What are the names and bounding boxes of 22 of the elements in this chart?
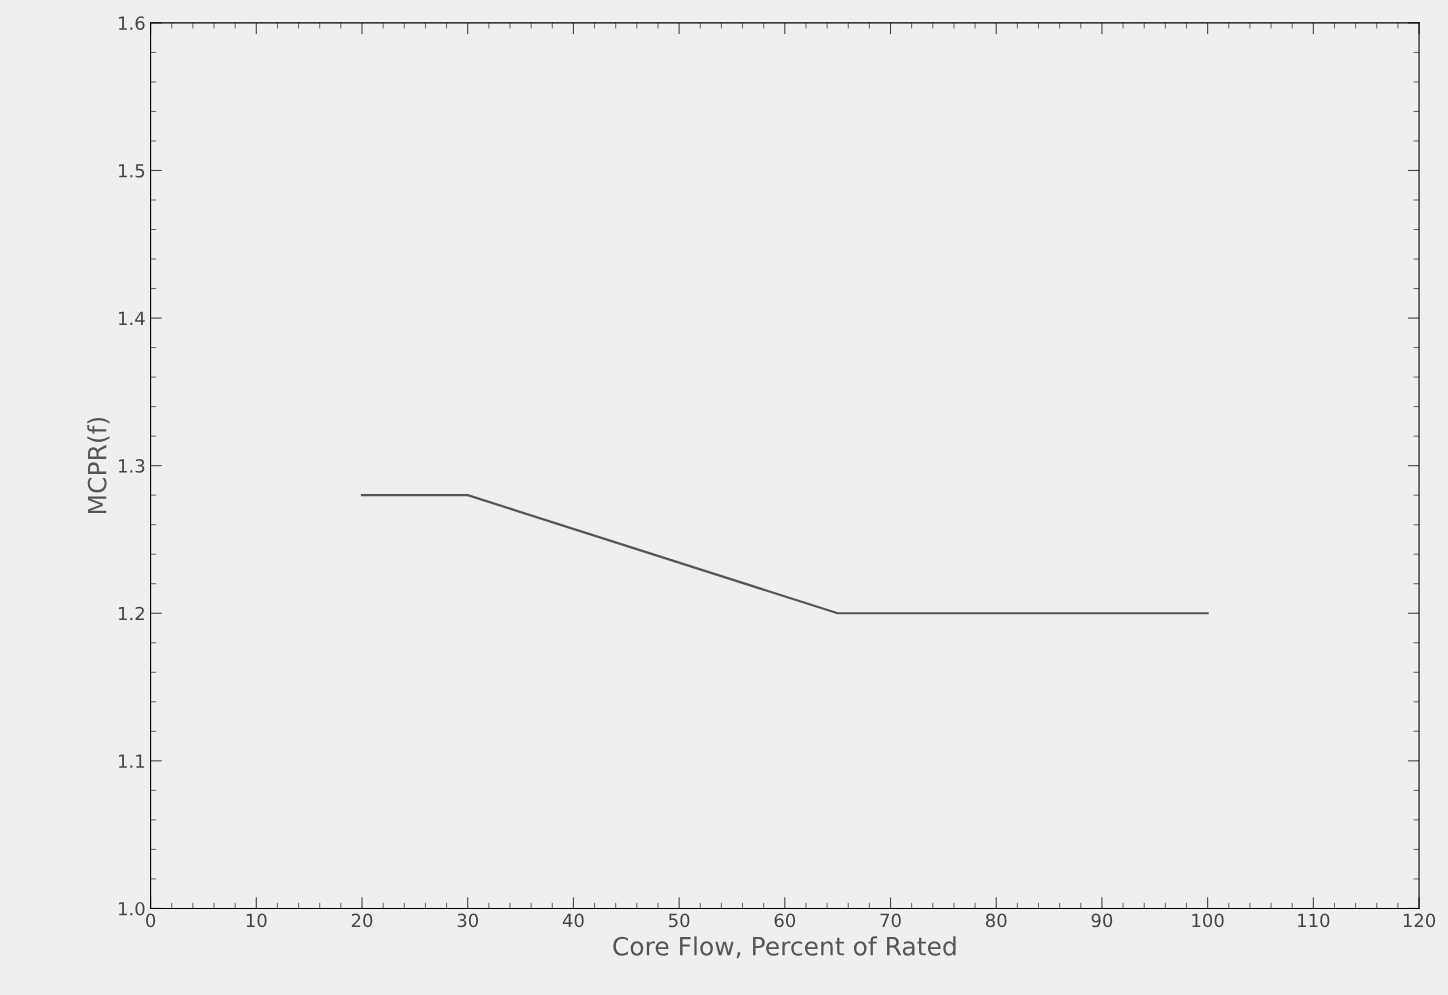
x-tick-label: 100: [1192, 913, 1224, 928]
y-tick-label: 1.2: [119, 606, 144, 621]
x-tick-label: 110: [1298, 913, 1330, 928]
x-tick-label: 40: [562, 913, 584, 928]
x-tick-label: 10: [246, 913, 267, 928]
y-tick-label: 1.6: [119, 16, 145, 30]
y-axis-title: MCPR(f): [87, 417, 110, 514]
y-tick-label: 1.4: [119, 311, 145, 325]
x-tick-label: 50: [669, 913, 690, 928]
y-tick-label: 1.0: [119, 901, 145, 916]
x-tick-label: 30: [457, 913, 478, 928]
x-tick-label: 20: [351, 913, 373, 928]
x-tick-label: 120: [1403, 913, 1436, 928]
x-tick-label: 90: [1091, 913, 1113, 928]
x-tick-label: 0: [146, 913, 156, 928]
x-tick-label: 80: [985, 913, 1007, 928]
x-axis-title: Core Flow, Percent of Rated: [613, 936, 956, 959]
x-tick-label: 60: [774, 913, 796, 928]
x-tick-label: 70: [880, 913, 901, 928]
y-tick-label: 1.5: [119, 164, 145, 178]
y-tick-label: 1.1: [119, 754, 145, 768]
y-tick-label: 1.3: [119, 459, 145, 473]
